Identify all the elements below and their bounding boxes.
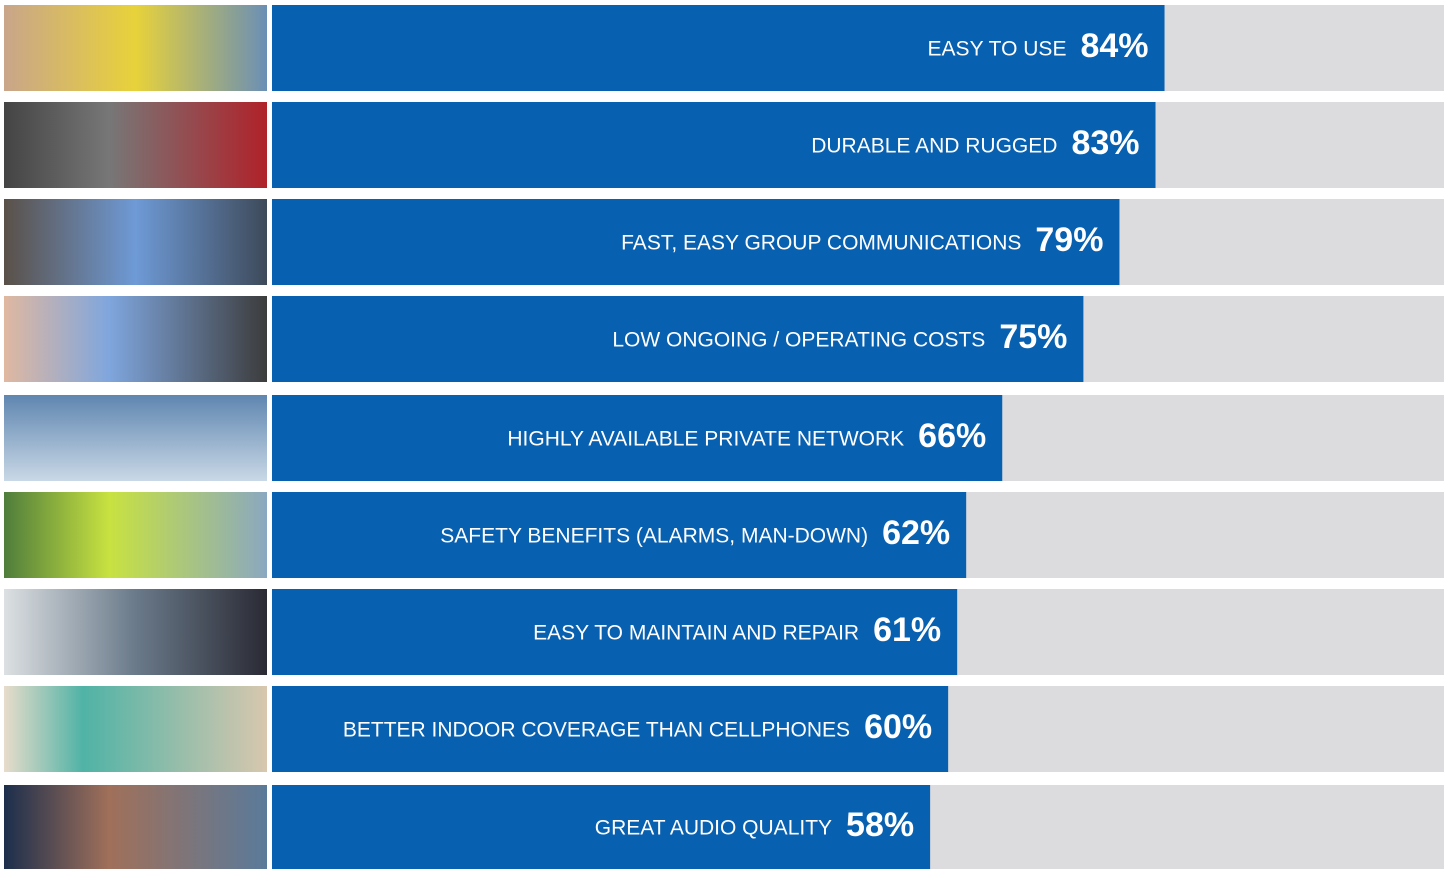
category-label: GREAT AUDIO QUALITY [595, 817, 832, 840]
photos [4, 5, 267, 869]
value-label: 75% [999, 318, 1067, 356]
value-label: 61% [873, 611, 941, 649]
photo [4, 5, 267, 91]
photo [4, 589, 267, 675]
category-label: FAST, EASY GROUP COMMUNICATIONS [621, 232, 1021, 255]
value-label: 60% [864, 708, 932, 746]
category-label: SAFETY BENEFITS (ALARMS, MAN-DOWN) [440, 525, 868, 548]
value-label: 58% [846, 806, 914, 844]
category-label: LOW ONGOING / OPERATING COSTS [612, 329, 985, 352]
category-label: EASY TO MAINTAIN AND REPAIR [533, 622, 859, 645]
photo [4, 785, 267, 869]
category-label: HIGHLY AVAILABLE PRIVATE NETWORK [507, 428, 904, 451]
value-label: 66% [918, 417, 986, 455]
photo [4, 102, 267, 188]
chart: 84% EASY TO USE 83% DURABLE AND RUGGED 79% FA… [0, 0, 1449, 869]
value-label: 83% [1071, 124, 1139, 162]
value-label: 62% [882, 514, 950, 552]
photo [4, 199, 267, 285]
photo [4, 492, 267, 578]
photo [4, 296, 267, 382]
value-label: 84% [1080, 27, 1148, 65]
category-label: EASY TO USE [928, 38, 1067, 61]
photo [4, 686, 267, 772]
photo [4, 395, 267, 481]
category-label: BETTER INDOOR COVERAGE THAN CELLPHONES [343, 719, 850, 742]
value-label: 79% [1035, 221, 1103, 259]
category-label: DURABLE AND RUGGED [811, 135, 1057, 158]
